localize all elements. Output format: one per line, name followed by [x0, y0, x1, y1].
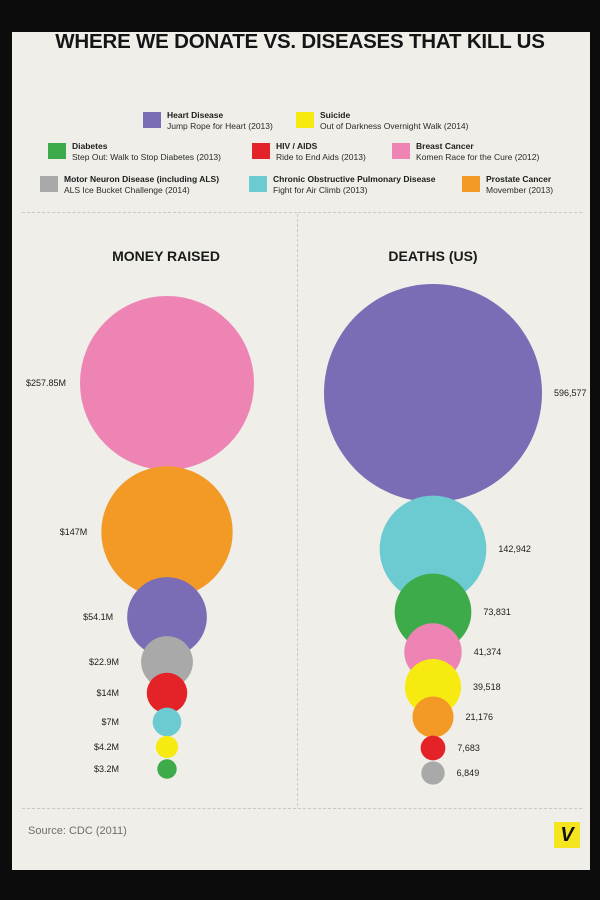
panel-divider	[297, 214, 298, 806]
vox-logo: V	[554, 822, 580, 848]
legend-disease-name: Breast Cancer	[416, 141, 474, 151]
legend-disease-name: Prostate Cancer	[486, 174, 552, 184]
legend-divider-right	[298, 212, 582, 213]
infographic-title: WHERE WE DONATE VS. DISEASES THAT KILL U…	[55, 30, 545, 53]
legend-event-name: Movember (2013)	[486, 185, 554, 195]
bubble-label: $147M	[60, 527, 88, 537]
bubble-label: 73,831	[483, 607, 511, 617]
legend-swatch	[48, 143, 66, 159]
bubble-money	[101, 466, 233, 598]
bubble-label: 41,374	[474, 647, 502, 657]
bubble-label: 596,577	[554, 388, 587, 398]
bubble-money	[157, 759, 177, 779]
bubble-label: 142,942	[498, 544, 531, 554]
legend-swatch	[462, 176, 480, 192]
legend-swatch	[249, 176, 267, 192]
bubble-deaths	[404, 658, 462, 716]
bubble-deaths	[412, 696, 454, 738]
bubble-deaths	[420, 735, 446, 761]
legend-disease-name: Diabetes	[72, 141, 108, 151]
legend-swatch	[252, 143, 270, 159]
legend-event-name: Komen Race for the Cure (2012)	[416, 152, 540, 162]
legend-disease-name: Heart Disease	[167, 110, 224, 120]
legend-event-name: Jump Rope for Heart (2013)	[167, 121, 273, 131]
legend-disease-name: Motor Neuron Disease (including ALS)	[64, 174, 220, 184]
vox-logo-letter: V	[560, 824, 574, 846]
legend-swatch	[143, 112, 161, 128]
bubble-label: $7M	[101, 717, 119, 727]
bubble-money	[127, 577, 207, 657]
legend-event-name: Step Out: Walk to Stop Diabetes (2013)	[72, 152, 221, 162]
legend-event-name: Ride to End Aids (2013)	[276, 152, 366, 162]
bubble-money	[146, 672, 188, 714]
legend-swatch	[392, 143, 410, 159]
bubble-label: $4.2M	[94, 742, 119, 752]
bubble-money	[155, 735, 179, 759]
bubble-label: 21,176	[466, 712, 494, 722]
money-raised-title: MONEY RAISED	[112, 248, 220, 264]
source-note: Source: CDC (2011)	[28, 825, 127, 837]
legend-event-name: Out of Darkness Overnight Walk (2014)	[320, 121, 469, 131]
legend-disease-name: Suicide	[320, 110, 351, 120]
bubble-money	[141, 636, 193, 688]
legend-event-name: ALS Ice Bucket Challenge (2014)	[64, 185, 190, 195]
bubble-label: $54.1M	[83, 612, 113, 622]
bubble-money	[80, 296, 254, 470]
bubble-label: $3.2M	[94, 764, 119, 774]
bubble-money	[152, 707, 182, 737]
legend-swatch	[40, 176, 58, 192]
bubble-label: $257.85M	[26, 378, 66, 388]
bubble-deaths	[324, 284, 542, 502]
bubble-deaths	[379, 495, 487, 603]
legend-event-name: Fight for Air Climb (2013)	[273, 185, 368, 195]
bubble-label: 6,849	[457, 768, 480, 778]
bubble-label: 7,683	[457, 743, 480, 753]
legend-divider-left	[22, 212, 297, 213]
bubble-label: $22.9M	[89, 657, 119, 667]
footer-divider	[22, 808, 582, 809]
bubble-label: 39,518	[473, 682, 501, 692]
deaths-title: DEATHS (US)	[388, 248, 478, 264]
legend-disease-name: HIV / AIDS	[276, 141, 318, 151]
legend-disease-name: Chronic Obstructive Pulmonary Disease	[273, 174, 436, 184]
legend-swatch	[296, 112, 314, 128]
bubble-deaths	[421, 761, 445, 785]
bubble-label: $14M	[96, 688, 119, 698]
